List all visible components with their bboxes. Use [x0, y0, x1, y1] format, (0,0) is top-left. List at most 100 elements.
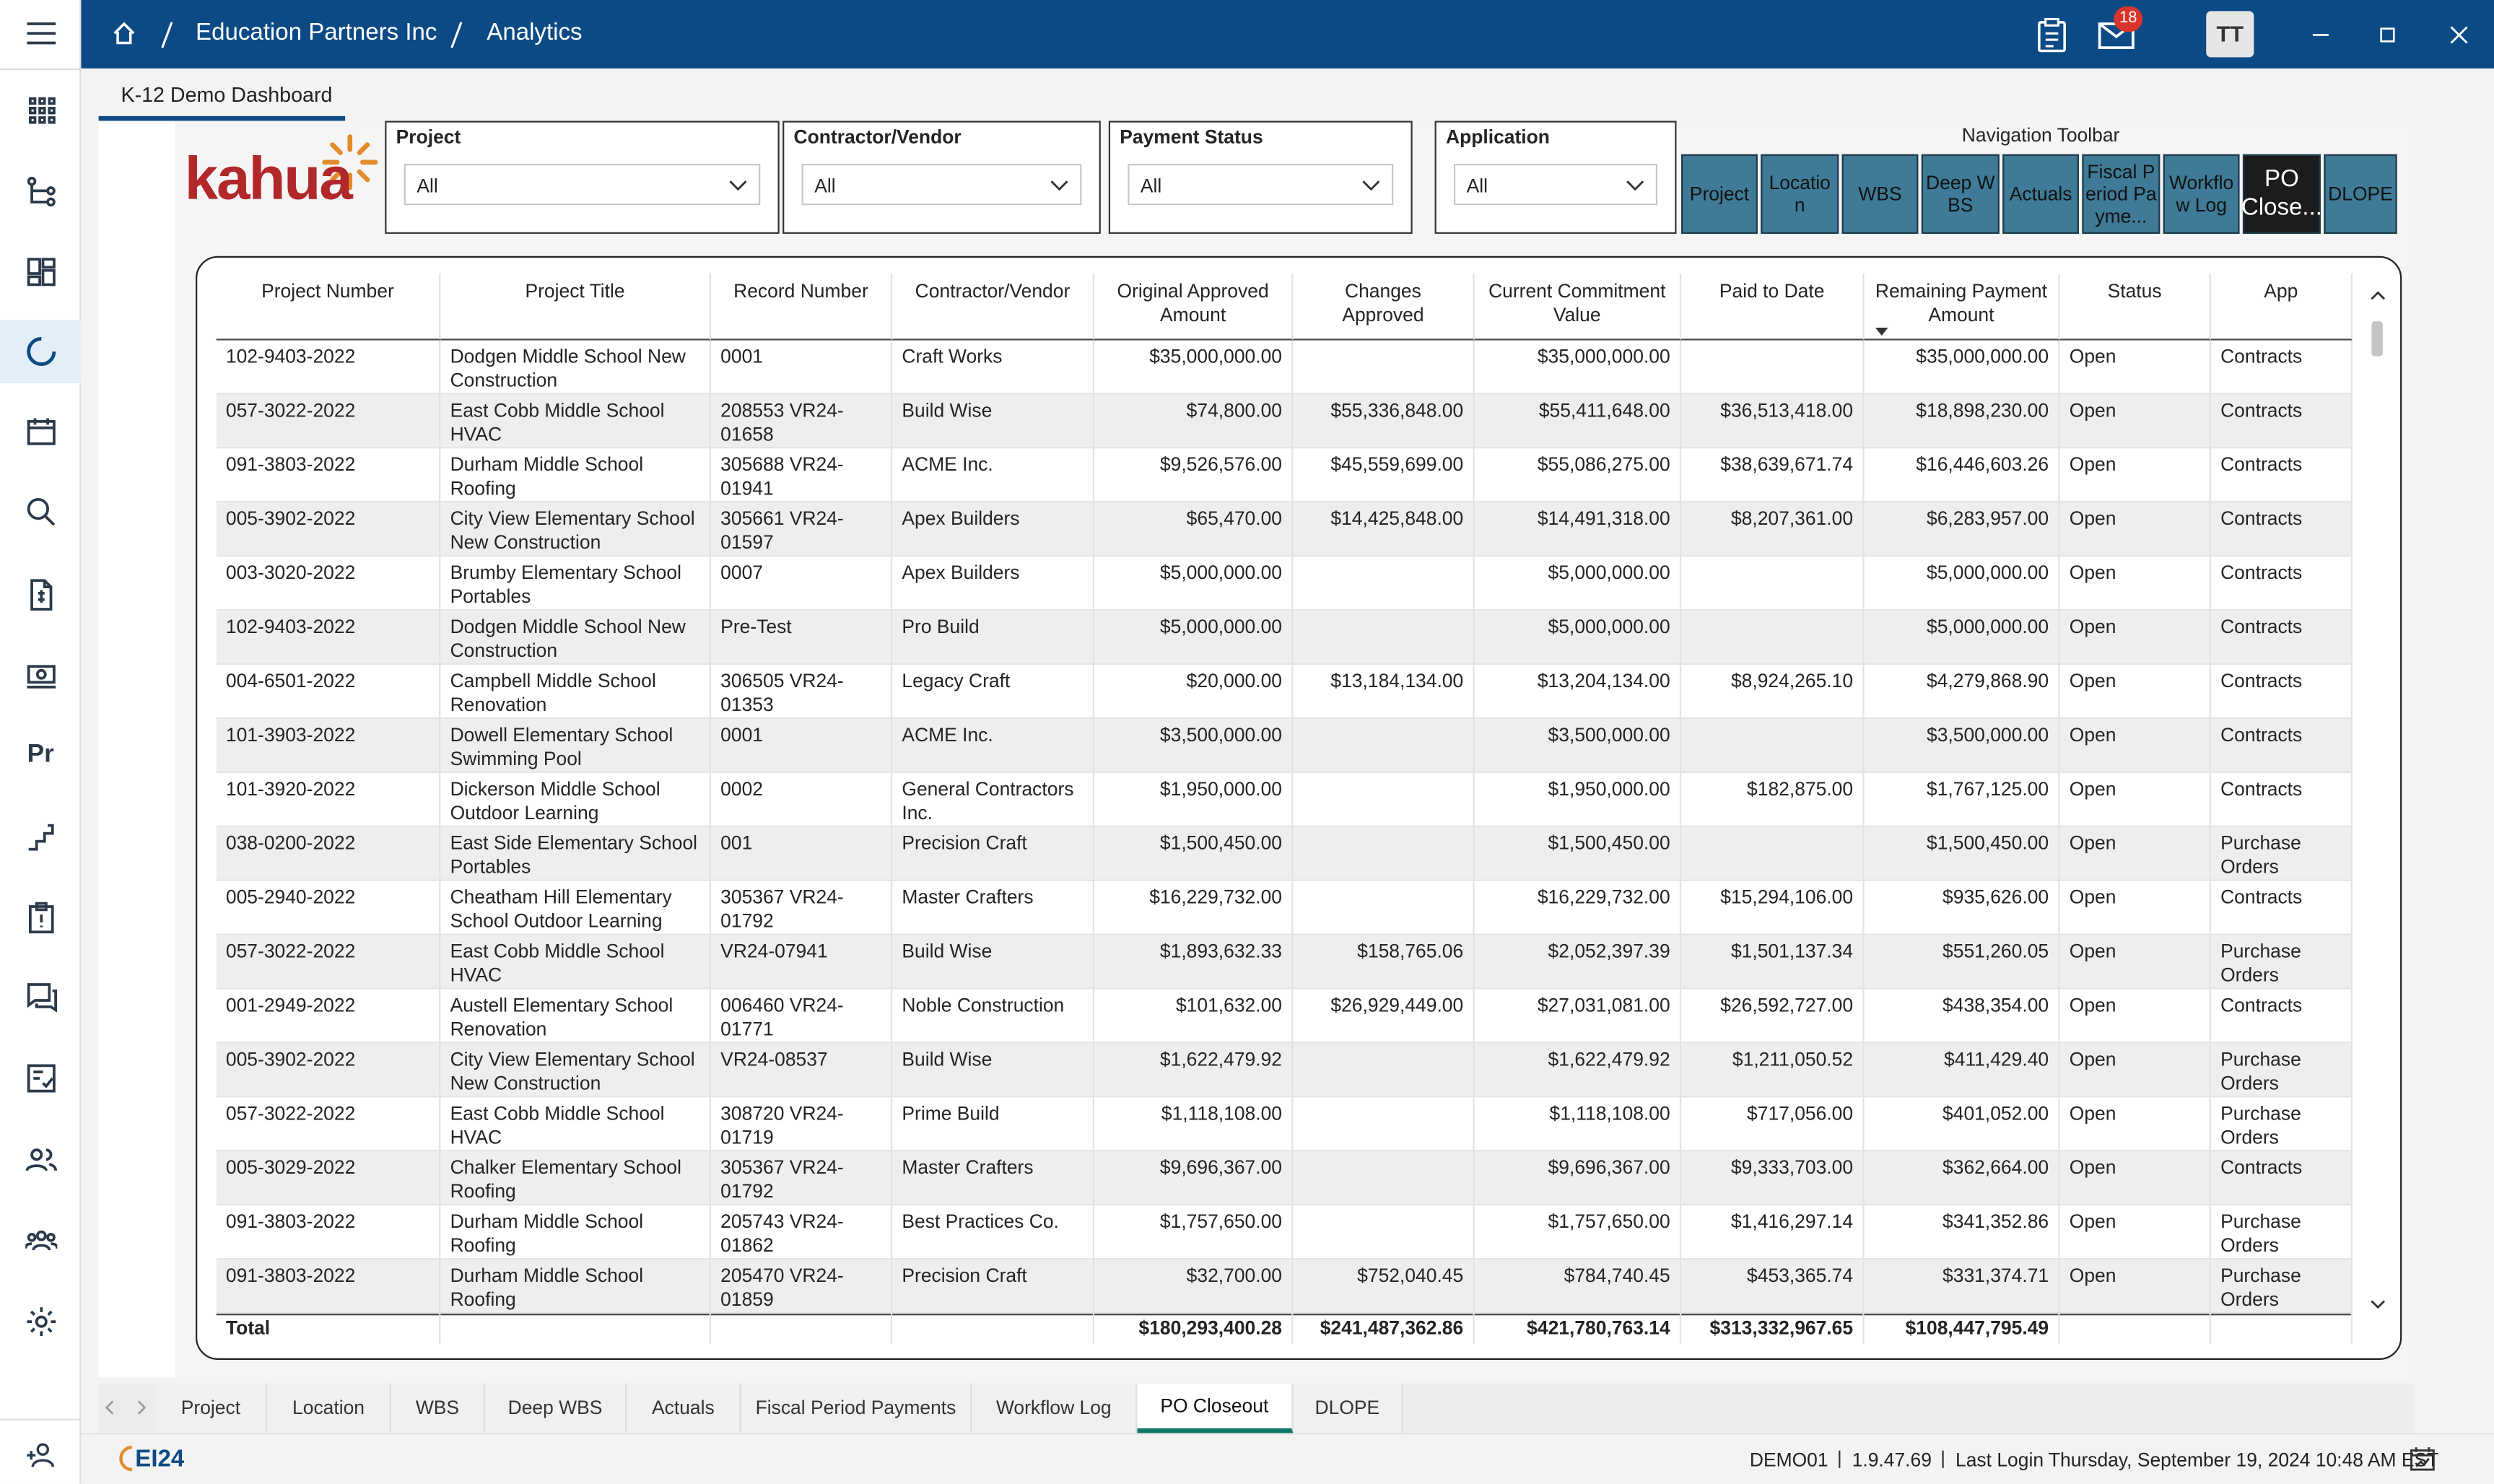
filter-dropdown[interactable]: All — [801, 163, 1082, 206]
report-tab[interactable]: Actuals — [627, 1384, 741, 1433]
home-icon[interactable] — [111, 21, 136, 46]
total-cell — [2211, 1314, 2353, 1344]
sort-indicator[interactable] — [1875, 327, 1888, 336]
chat-icon[interactable] — [0, 966, 81, 1029]
table-cell: $411,429.40 — [1865, 1043, 2060, 1098]
report-tab[interactable]: Workflow Log — [972, 1384, 1138, 1433]
invoice-icon[interactable] — [0, 563, 81, 627]
table-cell: Dodgen Middle School New Construction — [440, 340, 711, 395]
task-icon[interactable] — [0, 886, 81, 949]
column-header[interactable]: Project Title — [440, 274, 711, 341]
table-row — [216, 718, 2353, 773]
report-tab[interactable]: Project — [155, 1384, 268, 1433]
table-cell: $752,040.45 — [1293, 1260, 1475, 1314]
steps-icon[interactable] — [0, 805, 81, 868]
tab-scroll-arrows[interactable] — [102, 1398, 153, 1417]
analytics-icon[interactable] — [0, 319, 82, 384]
table-cell: Legacy Craft — [892, 665, 1095, 719]
payment-icon[interactable] — [0, 644, 81, 707]
breadcrumb-item[interactable]: Analytics — [487, 19, 583, 46]
table-cell: $1,757,650.00 — [1475, 1205, 1682, 1260]
window-controls[interactable] — [2306, 19, 2481, 51]
report-tab[interactable]: WBS — [391, 1384, 486, 1433]
total-cell: $241,487,362.86 — [1293, 1314, 1475, 1344]
page-tab[interactable]: K-12 Demo Dashboard — [121, 82, 333, 107]
column-header[interactable]: Current Commitment Value — [1474, 274, 1682, 341]
table-cell — [1681, 718, 1865, 773]
pr-icon[interactable]: Pr — [27, 741, 54, 769]
separator — [1839, 1450, 1841, 1468]
table-cell: Open — [2060, 989, 2211, 1044]
column-header[interactable]: Status — [2059, 274, 2211, 341]
total-cell — [2060, 1314, 2211, 1344]
table-cell: Campbell Middle School Renovation — [440, 665, 711, 719]
team-icon[interactable] — [0, 1209, 81, 1273]
report-tab[interactable]: Deep WBS — [485, 1384, 627, 1433]
table-cell: $331,374.71 — [1865, 1260, 2060, 1314]
table-cell: $26,592,727.00 — [1681, 989, 1865, 1044]
nav-button[interactable]: Location — [1761, 154, 1839, 234]
nav-button[interactable]: DLOPE — [2324, 154, 2397, 234]
calendar-icon[interactable] — [0, 399, 81, 463]
table-cell: Contracts — [2211, 448, 2353, 503]
table-cell: 005-3902-2022 — [217, 502, 441, 557]
apps-icon[interactable] — [0, 78, 81, 141]
table-cell: 308720 VR24-01719 — [711, 1097, 893, 1152]
scroll-down[interactable] — [2370, 1298, 2386, 1311]
nav-button[interactable]: Deep WBS — [1921, 154, 2000, 234]
scrollbar[interactable] — [2367, 287, 2389, 1320]
last-login: Last Login Thursday, September 19, 2024 … — [1955, 1449, 2439, 1472]
column-header[interactable]: Remaining Payment Amount — [1864, 274, 2060, 341]
avatar[interactable]: TT — [2206, 11, 2254, 58]
table-cell: Dodgen Middle School New Construction — [440, 611, 711, 665]
report-tab[interactable]: Fiscal Period Payments — [741, 1384, 972, 1433]
table-cell: Open — [2060, 611, 2211, 665]
nav-button[interactable]: PO Close... — [2241, 154, 2322, 234]
table-cell: 0001 — [711, 340, 893, 395]
table-cell: Open — [2060, 448, 2211, 503]
table-cell: Open — [2060, 772, 2211, 827]
filter-dropdown[interactable]: All — [1128, 163, 1394, 206]
table-cell: Open — [2060, 718, 2211, 773]
table-cell: Master Crafters — [892, 1151, 1095, 1206]
table-cell: Master Crafters — [892, 881, 1095, 935]
table-cell: Dowell Elementary School Swimming Pool — [440, 718, 711, 773]
scroll-up[interactable] — [2370, 289, 2386, 302]
scroll-thumb[interactable] — [2371, 321, 2383, 357]
calendar-chart-icon[interactable] — [2410, 1446, 2435, 1471]
column-header[interactable]: Original Approved Amount — [1094, 274, 1294, 341]
report-tab[interactable]: DLOPE — [1293, 1384, 1403, 1433]
add-user-icon[interactable] — [0, 1423, 81, 1484]
column-header[interactable]: Contractor/Vendor — [892, 274, 1095, 341]
report-tab[interactable]: Location — [267, 1384, 392, 1433]
column-header[interactable]: Project Number — [216, 274, 441, 341]
breadcrumb-item[interactable]: Education Partners Inc — [196, 19, 437, 46]
table-row — [216, 394, 2353, 449]
table-cell: $1,757,650.00 — [1094, 1205, 1294, 1260]
hierarchy-icon[interactable] — [0, 159, 81, 222]
report-tab[interactable]: PO Closeout — [1137, 1384, 1294, 1433]
table-cell: $362,664.00 — [1865, 1151, 2060, 1206]
dashboard-icon[interactable] — [0, 240, 81, 304]
filter-dropdown[interactable]: All — [1453, 163, 1658, 206]
clipboard-icon[interactable] — [2036, 16, 2067, 54]
nav-button[interactable]: Workflow Log — [2163, 154, 2240, 234]
column-header[interactable]: App — [2210, 274, 2353, 341]
filter-dropdown[interactable]: All — [404, 163, 761, 206]
table-cell: $3,500,000.00 — [1094, 718, 1294, 773]
menu-icon[interactable] — [0, 1, 81, 65]
nav-button[interactable]: Actuals — [2002, 154, 2079, 234]
column-header[interactable]: Changes Approved — [1293, 274, 1475, 341]
checklist-icon[interactable] — [0, 1047, 81, 1110]
nav-button[interactable]: WBS — [1841, 154, 1919, 234]
column-header[interactable]: Paid to Date — [1681, 274, 1865, 341]
nav-button[interactable]: Project — [1681, 154, 1758, 234]
nav-button[interactable]: Fiscal Period Payme... — [2082, 154, 2161, 234]
settings-icon[interactable] — [0, 1290, 81, 1353]
search-icon[interactable] — [0, 480, 81, 544]
column-header[interactable]: Record Number — [710, 274, 893, 341]
table-cell — [1293, 1205, 1475, 1260]
people-icon[interactable] — [0, 1127, 81, 1191]
logo-mark — [322, 134, 378, 191]
table-cell: $18,898,230.00 — [1865, 394, 2060, 449]
